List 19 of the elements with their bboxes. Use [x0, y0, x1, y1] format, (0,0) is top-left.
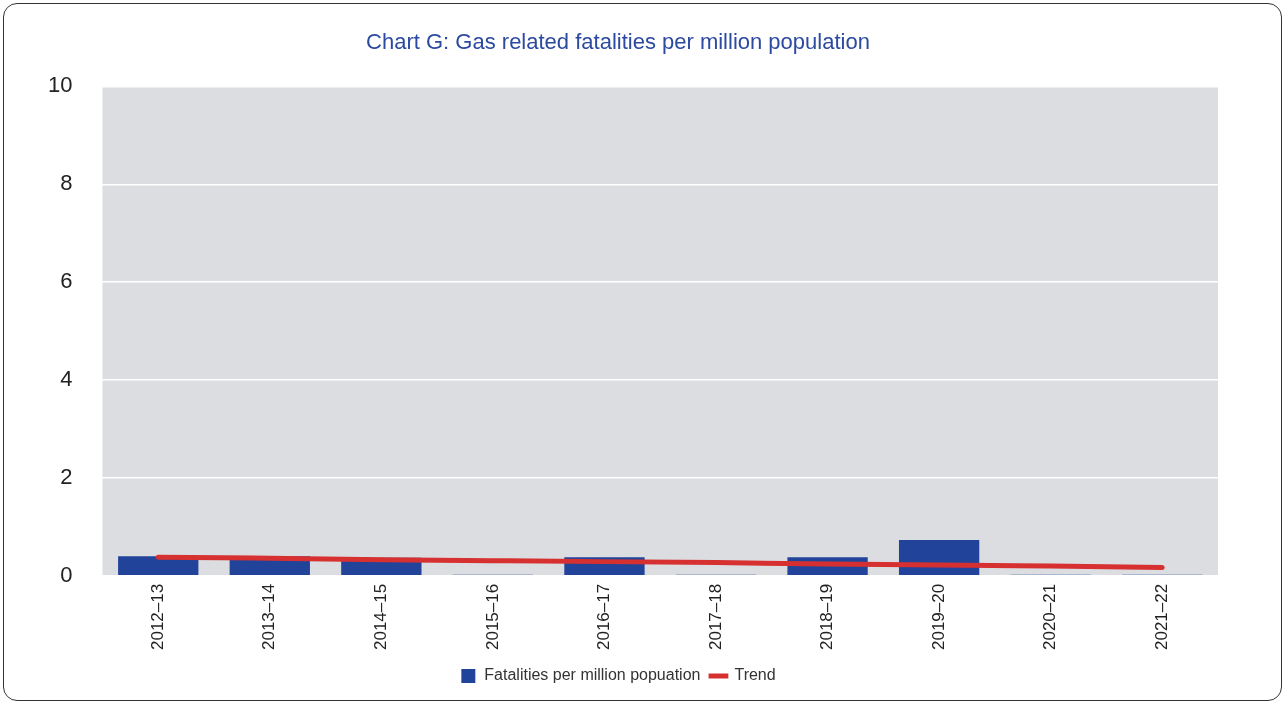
x-tick-label: 2018–19 — [817, 583, 837, 651]
y-tick-label: 4 — [60, 366, 73, 392]
x-tick-label: 2021–22 — [1151, 583, 1171, 651]
y-tick-label: 0 — [60, 561, 73, 587]
x-tick-label: 2013–14 — [259, 583, 279, 651]
y-tick-label: 8 — [60, 170, 73, 196]
x-tick-label: 2015–16 — [482, 583, 502, 651]
x-tick-label: 2014–15 — [371, 583, 391, 651]
x-tick-label: 2016–17 — [594, 583, 614, 651]
y-tick-label: 10 — [47, 72, 73, 98]
chart-title: Chart G: Gas related fatalities per million population — [366, 29, 870, 55]
x-tick-label: 2019–20 — [928, 583, 948, 651]
x-tick-label: 2012–13 — [147, 583, 167, 651]
y-tick-label: 2 — [60, 464, 73, 489]
legend-label: Fatalities per million popuation — [484, 666, 701, 684]
legend-label: Trend — [734, 666, 776, 684]
y-tick-label: 6 — [60, 268, 73, 294]
x-tick-label: 2020–21 — [1040, 583, 1060, 651]
x-tick-label: 2017–18 — [705, 583, 725, 651]
